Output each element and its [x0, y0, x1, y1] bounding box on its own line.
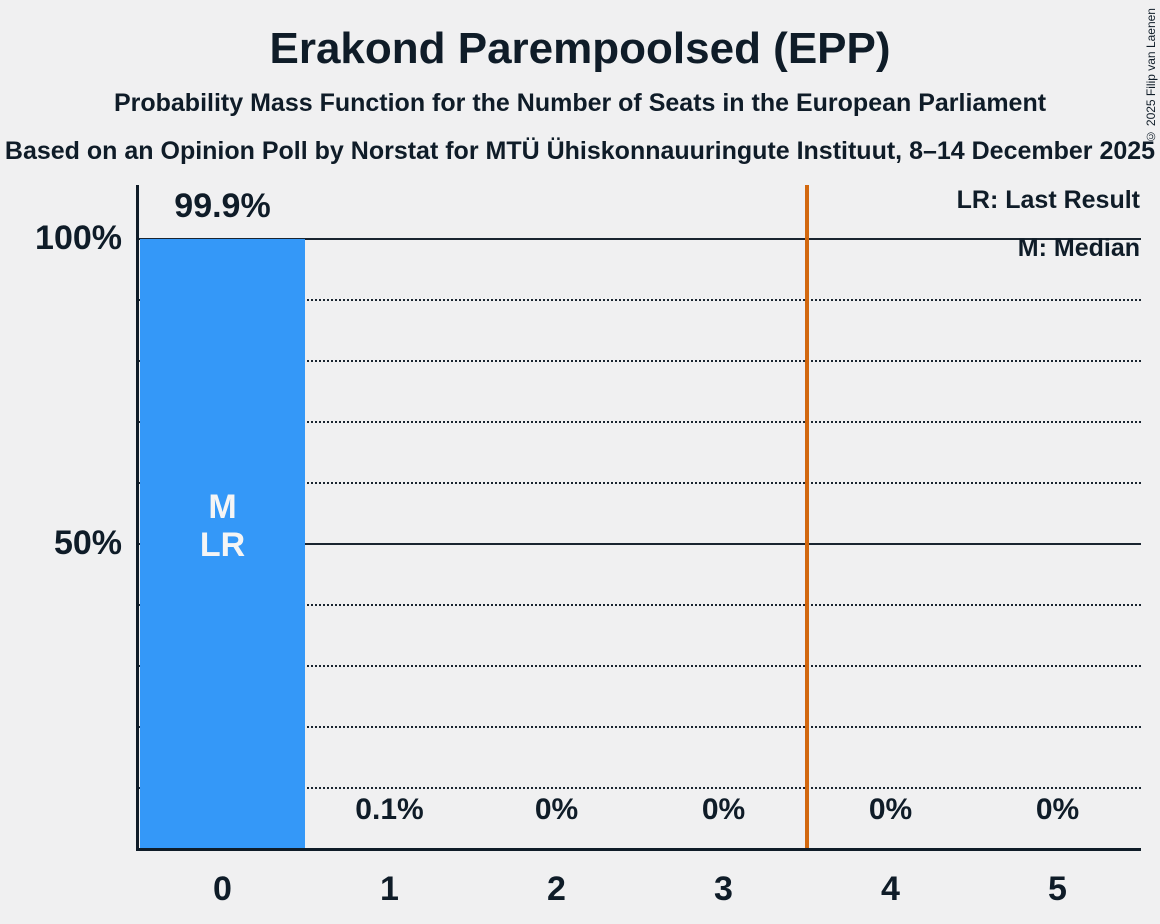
value-label-seats-5: 0%	[1035, 793, 1080, 826]
x-axis-label-1: 1	[380, 870, 399, 908]
x-axis-label-5: 5	[1048, 870, 1067, 908]
copyright-notice: © 2025 Filip van Laenen	[1144, 8, 1158, 144]
bar-annotation-line: LR	[199, 526, 246, 564]
chart-subtitle: Probability Mass Function for the Number…	[113, 89, 1047, 117]
bar-annotation-line: M	[208, 488, 237, 526]
minor-gridline-60pct	[139, 482, 1141, 484]
value-label-seats-2: 0%	[534, 793, 579, 826]
value-label-seats-4: 0%	[868, 793, 913, 826]
y-axis-label-100pct: 100%	[35, 219, 122, 257]
minor-gridline-30pct	[139, 665, 1141, 667]
y-axis-label-50pct: 50%	[53, 524, 122, 562]
value-label-seats-1: 0.1%	[355, 793, 424, 826]
chart-source-line: Based on an Opinion Poll by Norstat for …	[4, 137, 1156, 165]
major-gridline-50pct	[139, 543, 1141, 545]
minor-gridline-10pct	[139, 787, 1141, 789]
page-title: Erakond Parempoolsed (EPP)	[269, 24, 891, 73]
x-axis-label-0: 0	[213, 870, 232, 908]
minor-gridline-70pct	[139, 421, 1141, 423]
value-label-seats-3: 0%	[701, 793, 746, 826]
legend-median: M: Median	[1017, 234, 1140, 262]
minor-gridline-40pct	[139, 604, 1141, 606]
x-axis-label-2: 2	[547, 870, 566, 908]
value-label-seats-0: 99.9%	[174, 187, 271, 225]
last-result-line	[805, 185, 809, 848]
major-gridline-100pct	[139, 238, 1141, 240]
minor-gridline-80pct	[139, 360, 1141, 362]
bar-seats-0	[140, 238, 305, 848]
legend-last-result: LR: Last Result	[956, 186, 1140, 214]
x-axis-label-3: 3	[714, 870, 733, 908]
x-axis-label-4: 4	[881, 870, 900, 908]
plot-area: 99.9% 0.1% 0% 0% 0% 0% M LR 0 1 2 3 4 5	[136, 185, 1141, 908]
median-last-result-annotation: M LR	[200, 488, 245, 564]
minor-gridline-20pct	[139, 726, 1141, 728]
minor-gridline-90pct	[139, 299, 1141, 301]
